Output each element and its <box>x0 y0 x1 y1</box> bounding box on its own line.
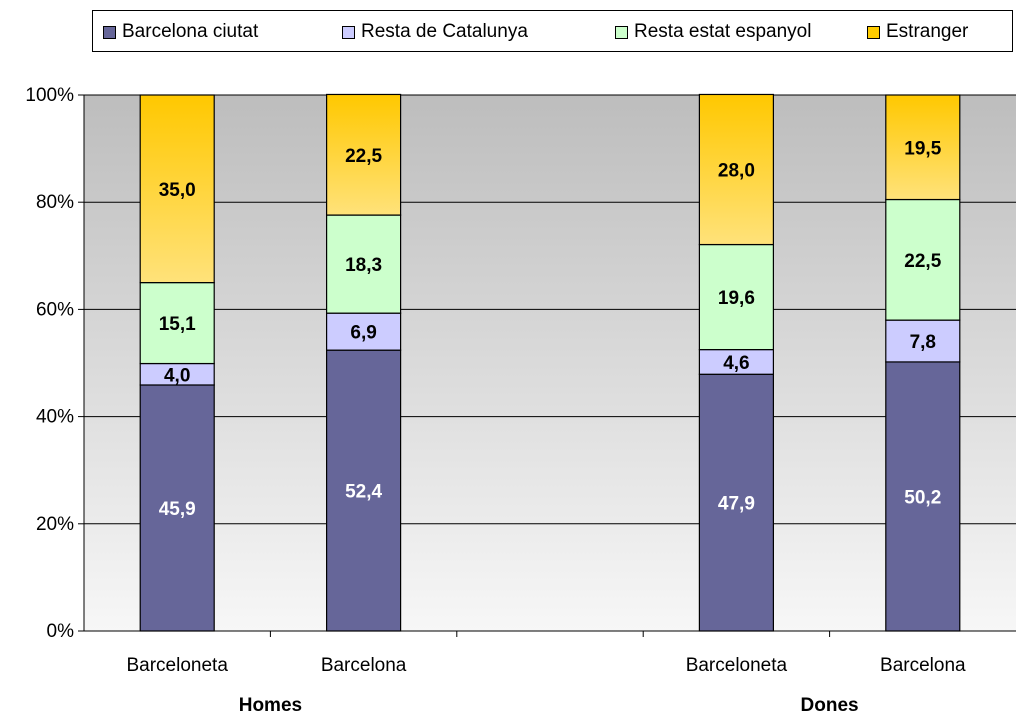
group-label-homes: Homes <box>239 695 302 713</box>
legend-item-barcelona-ciutat: Barcelona ciutat <box>103 21 258 43</box>
data-label: 35,0 <box>159 180 196 201</box>
legend-swatch <box>342 25 355 39</box>
bar-segment-resta-de-catalunya <box>885 319 961 363</box>
x-tick-label: Barceloneta <box>686 655 788 676</box>
bar-segment-resta-de-catalunya <box>698 349 775 375</box>
y-tick-label: 40% <box>36 407 74 428</box>
bar-segment-resta-estat-espanyol <box>698 243 775 351</box>
legend-label: Barcelona ciutat <box>122 21 259 42</box>
legend-label: Resta estat espanyol <box>634 21 812 42</box>
x-tick-label: Barceloneta <box>126 655 228 676</box>
plot-area <box>84 95 1016 631</box>
data-label: 7,8 <box>910 332 936 353</box>
data-label: 47,9 <box>718 494 755 515</box>
bar-segment-barcelona-ciutat <box>326 349 402 632</box>
bar-segment-resta-estat-espanyol <box>326 214 402 314</box>
legend-swatch <box>615 25 628 39</box>
legend-label: Resta de Catalunya <box>361 21 528 42</box>
data-label: 45,9 <box>159 499 196 520</box>
bar-segment-estranger <box>698 93 775 246</box>
data-label: 4,0 <box>164 365 190 386</box>
y-tick-label: 100% <box>25 85 74 106</box>
data-label: 19,6 <box>718 288 755 309</box>
legend-swatch <box>103 25 116 39</box>
data-label: 52,4 <box>345 482 382 503</box>
data-label: 22,5 <box>904 251 941 272</box>
data-label: 4,6 <box>723 353 749 374</box>
legend-item-resta-de-catalunya: Resta de Catalunya <box>342 21 528 43</box>
y-tick-label: 60% <box>36 299 74 320</box>
data-label: 19,5 <box>904 138 941 159</box>
bar-segment-barcelona-ciutat <box>698 373 775 632</box>
y-tick-label: 0% <box>47 621 75 642</box>
legend: Barcelona ciutat Resta de Catalunya Resta … <box>92 10 1013 52</box>
x-tick-label: Barcelona <box>880 655 966 676</box>
bar-segment-estranger <box>326 93 402 216</box>
data-label: 22,5 <box>345 146 382 167</box>
legend-item-estranger: Estranger <box>867 21 968 43</box>
data-label: 18,3 <box>345 255 382 276</box>
legend-label: Estranger <box>886 21 969 42</box>
data-label: 6,9 <box>350 323 376 344</box>
x-tick-label: Barcelona <box>321 655 407 676</box>
legend-item-resta-estat-espanyol: Resta estat espanyol <box>615 21 811 43</box>
legend-swatch <box>867 25 880 39</box>
data-label: 28,0 <box>718 161 755 182</box>
bar-segment-estranger <box>885 94 961 201</box>
bar-segment-barcelona-ciutat <box>885 361 961 632</box>
bar-segment-barcelona-ciutat <box>139 384 215 632</box>
data-label: 50,2 <box>904 487 941 508</box>
bar-segment-estranger <box>139 94 215 284</box>
y-tick-label: 80% <box>36 192 74 213</box>
y-tick-label: 20% <box>36 514 74 535</box>
group-label-dones: Dones <box>801 695 859 713</box>
bar-segment-resta-estat-espanyol <box>139 282 215 365</box>
data-label: 15,1 <box>159 314 196 335</box>
